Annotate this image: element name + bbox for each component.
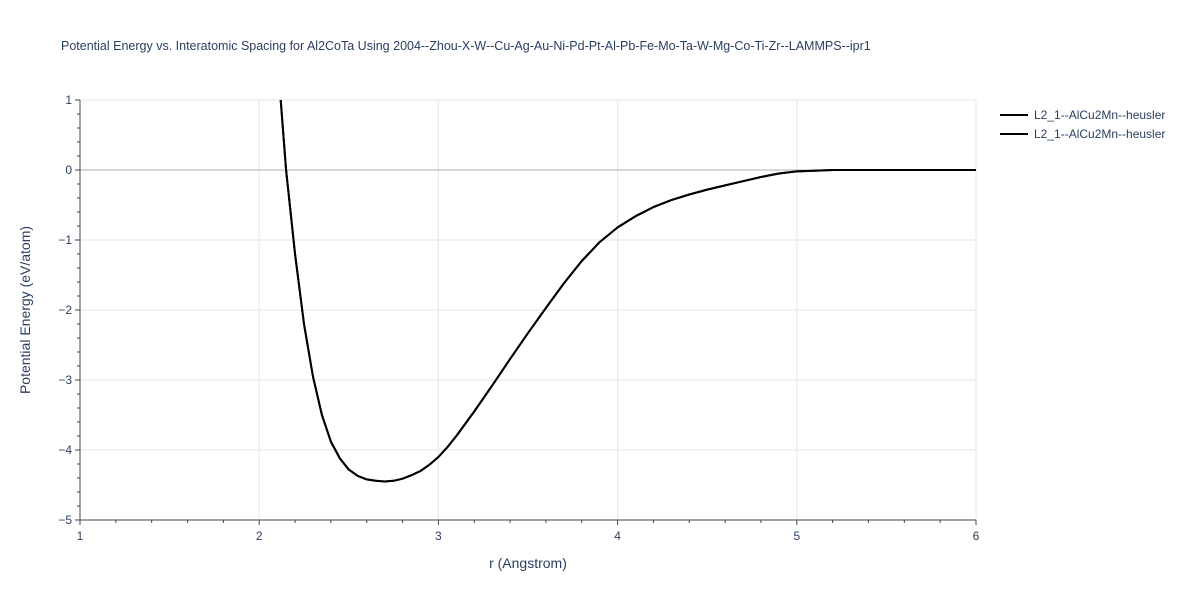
x-tick-label: 3 bbox=[435, 529, 442, 543]
y-axis-title: Potential Energy (eV/atom) bbox=[17, 226, 33, 394]
axes: 1 2 3 4 5 6 1 0 −1 −2 −3 −4 −5 bbox=[58, 93, 979, 543]
x-axis-title: r (Angstrom) bbox=[489, 555, 567, 571]
x-tick-label: 2 bbox=[256, 529, 263, 543]
y-tick-label: −4 bbox=[58, 443, 72, 457]
series-group bbox=[279, 100, 976, 483]
legend-label: L2_1--AlCu2Mn--heusler bbox=[1034, 108, 1165, 122]
legend-label: L2_1--AlCu2Mn--heusler bbox=[1034, 127, 1165, 141]
y-tick-label: 0 bbox=[65, 163, 72, 177]
series-line-2 bbox=[279, 100, 976, 483]
x-tick-label: 6 bbox=[973, 529, 980, 543]
chart-title: Potential Energy vs. Interatomic Spacing… bbox=[61, 39, 871, 53]
y-tick-label: −5 bbox=[58, 513, 72, 527]
x-tick-label: 1 bbox=[77, 529, 84, 543]
legend-item-2[interactable]: L2_1--AlCu2Mn--heusler bbox=[1000, 127, 1165, 141]
y-tick-label: 1 bbox=[65, 93, 72, 107]
legend[interactable]: L2_1--AlCu2Mn--heusler L2_1--AlCu2Mn--heu… bbox=[1000, 108, 1165, 141]
y-tick-label: −2 bbox=[58, 303, 72, 317]
legend-item-1[interactable]: L2_1--AlCu2Mn--heusler bbox=[1000, 108, 1165, 122]
y-tick-label: −1 bbox=[58, 233, 72, 247]
y-tick-label: −3 bbox=[58, 373, 72, 387]
x-tick-label: 4 bbox=[614, 529, 621, 543]
grid bbox=[80, 99, 977, 520]
x-tick-label: 5 bbox=[793, 529, 800, 543]
